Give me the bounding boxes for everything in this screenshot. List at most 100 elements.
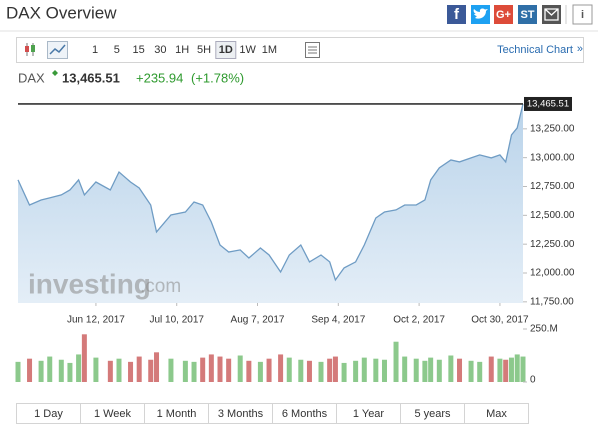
x-tick-label: Jun 12, 2017 bbox=[67, 315, 125, 326]
last-price-label: 13,465.51 bbox=[527, 98, 569, 109]
interval-button[interactable]: 5H bbox=[197, 44, 211, 56]
y-tick-label: 11,750.00 bbox=[530, 296, 574, 307]
range-button[interactable]: 5 years bbox=[414, 408, 451, 420]
interval-button[interactable]: 5 bbox=[114, 44, 120, 56]
volume-bar bbox=[107, 360, 113, 382]
volume-bar bbox=[191, 361, 197, 382]
range-button[interactable]: 1 Year bbox=[353, 408, 385, 420]
interval-button[interactable]: 1D bbox=[219, 44, 233, 56]
range-button[interactable]: 1 Day bbox=[34, 408, 63, 420]
volume-bar bbox=[332, 356, 338, 382]
volume-bar bbox=[497, 358, 503, 382]
volume-bar bbox=[361, 357, 367, 382]
y-tick-label: 12,500.00 bbox=[530, 210, 575, 221]
volume-bar bbox=[27, 358, 33, 382]
range-button[interactable]: 1 Week bbox=[94, 408, 132, 420]
volume-bar bbox=[168, 358, 174, 382]
share-icon-label[interactable]: f bbox=[454, 6, 460, 23]
range-button[interactable]: Max bbox=[486, 408, 507, 420]
link-arrow[interactable]: » bbox=[577, 43, 583, 55]
share-icon-label[interactable]: i bbox=[581, 9, 584, 21]
share-icon-label[interactable]: G+ bbox=[496, 9, 511, 21]
volume-bar bbox=[182, 360, 188, 382]
y-tick-label: 12,000.00 bbox=[530, 268, 575, 279]
range-button[interactable]: 1 Month bbox=[157, 408, 197, 420]
volume-bar bbox=[154, 352, 160, 382]
y-tick-label: 12,750.00 bbox=[530, 181, 575, 192]
volume-bar bbox=[47, 356, 53, 382]
quote-change: +235.94 bbox=[136, 70, 183, 85]
share-icon[interactable] bbox=[518, 5, 537, 24]
range-button[interactable]: 3 Months bbox=[218, 408, 264, 420]
interval-button[interactable]: 1H bbox=[175, 44, 189, 56]
interval-button[interactable]: 1M bbox=[262, 44, 277, 56]
interval-button[interactable]: 15 bbox=[132, 44, 144, 56]
interval-button[interactable]: 1 bbox=[92, 44, 98, 56]
twitter-bird[interactable] bbox=[473, 8, 488, 19]
candle-icon[interactable] bbox=[25, 43, 35, 56]
volume-bar bbox=[116, 358, 122, 382]
range-button[interactable]: 6 Months bbox=[282, 408, 328, 420]
up-indicator bbox=[52, 70, 58, 76]
share-icon-label[interactable]: ST bbox=[520, 9, 534, 21]
share-icon[interactable] bbox=[572, 4, 593, 25]
share-icon[interactable] bbox=[447, 5, 466, 24]
volume-tick-label: 250.M bbox=[530, 324, 558, 335]
volume-bar bbox=[286, 357, 292, 382]
volume-bar bbox=[373, 358, 379, 382]
technical-chart-link[interactable]: Technical Chart bbox=[497, 44, 573, 56]
volume-bar bbox=[93, 357, 99, 382]
x-tick-label: Jul 10, 2017 bbox=[149, 315, 204, 326]
chart-settings-icon[interactable] bbox=[305, 42, 320, 58]
volume-bar bbox=[306, 360, 312, 382]
volume-bar bbox=[298, 359, 304, 382]
volume-bar bbox=[341, 362, 347, 382]
volume-bar bbox=[200, 357, 206, 382]
volume-tick-label: 0 bbox=[530, 375, 536, 386]
interval-button[interactable]: 30 bbox=[154, 44, 166, 56]
last-price-tag bbox=[524, 96, 572, 111]
volume-bar bbox=[226, 358, 232, 382]
watermark-suffix: .com bbox=[140, 276, 181, 297]
volume-bar bbox=[208, 354, 214, 382]
volume-bar bbox=[428, 357, 434, 382]
volume-bar bbox=[402, 356, 408, 382]
mail-envelope[interactable] bbox=[544, 8, 559, 21]
volume-bar bbox=[520, 356, 526, 382]
quote-change-pct: (+1.78%) bbox=[191, 70, 244, 85]
interval-selected[interactable] bbox=[215, 41, 237, 59]
volume-bar bbox=[257, 361, 263, 382]
volume-bar bbox=[468, 360, 474, 382]
interval-button[interactable]: 1W bbox=[239, 44, 256, 56]
watermark: investing bbox=[28, 268, 151, 299]
share-icon[interactable] bbox=[494, 5, 513, 24]
quote-price: 13,465.51 bbox=[62, 70, 120, 85]
x-tick-label: Sep 4, 2017 bbox=[311, 315, 365, 326]
x-tick-label: Aug 7, 2017 bbox=[231, 315, 285, 326]
line-icon[interactable] bbox=[47, 41, 68, 59]
volume-bar bbox=[393, 341, 399, 382]
volume-bar bbox=[58, 359, 64, 382]
volume-bar bbox=[76, 354, 82, 382]
volume-bar bbox=[413, 358, 419, 382]
volume-bar bbox=[246, 360, 252, 382]
volume-bar bbox=[266, 358, 272, 382]
volume-bar bbox=[38, 360, 44, 382]
volume-bar bbox=[67, 362, 73, 382]
volume-bar bbox=[381, 359, 387, 382]
volume-bar bbox=[422, 360, 428, 382]
volume-bar bbox=[488, 356, 494, 382]
volume-bar bbox=[353, 360, 359, 382]
volume-bar bbox=[217, 356, 223, 382]
volume-bar bbox=[514, 354, 520, 382]
volume-bar bbox=[457, 358, 463, 382]
toolbar bbox=[16, 37, 584, 63]
volume-bar bbox=[318, 361, 324, 382]
x-tick-label: Oct 2, 2017 bbox=[393, 315, 445, 326]
volume-bar bbox=[15, 361, 21, 382]
volume-bar bbox=[477, 361, 483, 382]
volume-bar bbox=[237, 355, 243, 382]
area-fill bbox=[18, 104, 523, 303]
page-title: DAX Overview bbox=[6, 3, 117, 22]
volume-bar bbox=[148, 359, 154, 382]
